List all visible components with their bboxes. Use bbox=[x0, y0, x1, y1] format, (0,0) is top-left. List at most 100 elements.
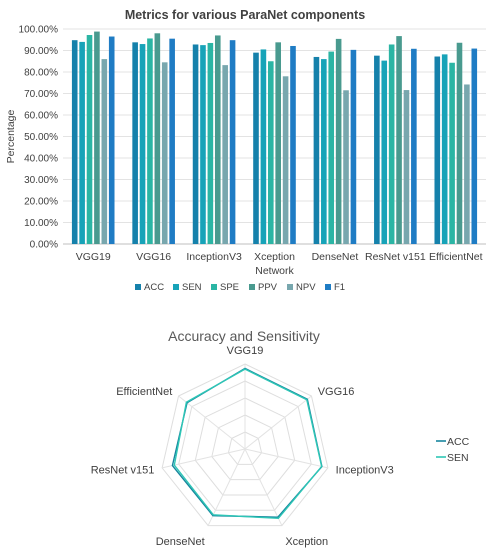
legend-label-npv: NPV bbox=[296, 282, 316, 293]
y-tick-label: 80.00% bbox=[24, 68, 58, 79]
radar-spoke bbox=[244, 448, 328, 469]
y-tick-label: 30.00% bbox=[24, 175, 58, 186]
bar-f1-4 bbox=[350, 49, 357, 245]
x-tick-label: Xception bbox=[254, 251, 295, 263]
bar-spe-0 bbox=[86, 35, 93, 244]
bar-spe-1 bbox=[147, 38, 153, 245]
bar-npv-5 bbox=[403, 90, 410, 244]
legend-label-sen: SEN bbox=[182, 282, 202, 293]
bar-npv-3 bbox=[282, 76, 289, 244]
radar-chart-title: Accuracy and Sensitivity bbox=[168, 328, 320, 344]
y-tick-label: 60.00% bbox=[24, 111, 58, 122]
legend-swatch-f1 bbox=[325, 284, 331, 290]
x-tick-label: VGG16 bbox=[136, 251, 171, 263]
bar-f1-0 bbox=[108, 36, 115, 245]
bar-sen-4 bbox=[321, 59, 327, 244]
bar-f1-6 bbox=[471, 48, 478, 244]
x-tick-label: EfficientNet bbox=[429, 251, 483, 263]
radar-grid-ring bbox=[178, 380, 312, 511]
x-tick-label: VGG19 bbox=[76, 251, 111, 263]
y-tick-label: 20.00% bbox=[24, 197, 58, 208]
bar-spe-6 bbox=[449, 62, 455, 244]
bar-ppv-5 bbox=[396, 36, 402, 244]
radar-axis-label: VGG19 bbox=[227, 345, 264, 357]
radar-series-sen bbox=[173, 368, 323, 520]
bar-acc-3 bbox=[253, 52, 259, 245]
bar-f1-2 bbox=[229, 40, 236, 245]
y-tick-label: 40.00% bbox=[24, 154, 58, 165]
legend-label-acc: ACC bbox=[144, 282, 164, 293]
legend-swatch-sen bbox=[173, 284, 179, 290]
bar-spe-5 bbox=[388, 44, 395, 245]
radar-axis-label: InceptionV3 bbox=[336, 465, 394, 477]
radar-spoke bbox=[244, 448, 283, 526]
legend-label-spe: SPE bbox=[220, 282, 239, 293]
x-tick-label: ResNet v151 bbox=[365, 251, 426, 263]
y-tick-label: 70.00% bbox=[24, 89, 58, 100]
legend-swatch-ppv bbox=[249, 284, 255, 290]
legend-label-f1: F1 bbox=[334, 282, 345, 293]
bar-ppv-3 bbox=[275, 42, 281, 244]
y-tick-label: 0.00% bbox=[30, 240, 58, 251]
bar-sen-5 bbox=[381, 60, 388, 245]
bar-npv-0 bbox=[101, 59, 108, 244]
bar-ppv-2 bbox=[214, 35, 221, 245]
radar-grid-ring bbox=[194, 397, 296, 496]
radar-legend-label-acc: ACC bbox=[447, 436, 470, 448]
radar-axis-label: VGG16 bbox=[318, 386, 355, 398]
bar-ppv-6 bbox=[456, 42, 463, 245]
bar-npv-1 bbox=[161, 62, 168, 245]
radar-spoke bbox=[178, 395, 246, 450]
radar-spoke bbox=[162, 448, 246, 469]
y-tick-label: 100.00% bbox=[19, 25, 59, 36]
bar-spe-2 bbox=[207, 42, 214, 244]
bar-ppv-1 bbox=[154, 33, 161, 244]
radar-spoke bbox=[207, 448, 246, 526]
bar-ppv-0 bbox=[94, 31, 100, 244]
bar-acc-0 bbox=[71, 40, 78, 245]
bar-npv-4 bbox=[343, 90, 349, 245]
bar-f1-5 bbox=[411, 48, 417, 244]
bar-npv-6 bbox=[464, 84, 470, 244]
y-tick-label: 50.00% bbox=[24, 132, 58, 143]
legend-label-ppv: PPV bbox=[258, 282, 278, 293]
x-tick-label: DenseNet bbox=[312, 251, 359, 263]
y-tick-label: 10.00% bbox=[24, 218, 58, 229]
bar-sen-6 bbox=[441, 54, 448, 245]
radar-spoke bbox=[244, 395, 312, 450]
bar-sen-0 bbox=[79, 41, 85, 245]
y-tick-label: 90.00% bbox=[24, 46, 58, 57]
bar-f1-1 bbox=[169, 38, 175, 244]
bar-acc-5 bbox=[374, 55, 380, 244]
radar-axis-label: ResNet v151 bbox=[91, 465, 155, 477]
radar-grid-ring bbox=[227, 431, 263, 465]
bar-sen-3 bbox=[260, 49, 267, 244]
y-axis-label: Percentage bbox=[5, 109, 17, 163]
bar-spe-4 bbox=[328, 51, 335, 245]
radar-axis-label: Xception bbox=[285, 536, 328, 548]
radar-axis-label: DenseNet bbox=[156, 536, 205, 548]
radar-grid-ring bbox=[211, 414, 279, 481]
legend-swatch-acc bbox=[135, 284, 141, 290]
radar-legend-label-sen: SEN bbox=[447, 452, 469, 464]
legend-swatch-spe bbox=[211, 284, 217, 290]
bar-ppv-4 bbox=[335, 38, 342, 244]
x-axis-label: Network bbox=[255, 265, 294, 277]
bar-npv-2 bbox=[222, 65, 228, 245]
bar-acc-1 bbox=[132, 42, 138, 244]
bar-acc-4 bbox=[313, 56, 320, 245]
bar-chart-title: Metrics for various ParaNet components bbox=[125, 8, 365, 22]
radar-grid-ring bbox=[161, 363, 329, 527]
bar-acc-6 bbox=[434, 56, 441, 244]
bar-spe-3 bbox=[268, 61, 274, 244]
bar-sen-2 bbox=[200, 45, 206, 244]
bar-chart: Metrics for various ParaNet components 0.… bbox=[5, 8, 486, 293]
x-tick-label: InceptionV3 bbox=[186, 251, 242, 263]
radar-axis-label: EfficientNet bbox=[116, 386, 172, 398]
bar-acc-2 bbox=[192, 44, 199, 245]
bar-f1-3 bbox=[290, 45, 296, 244]
legend-swatch-npv bbox=[287, 284, 293, 290]
